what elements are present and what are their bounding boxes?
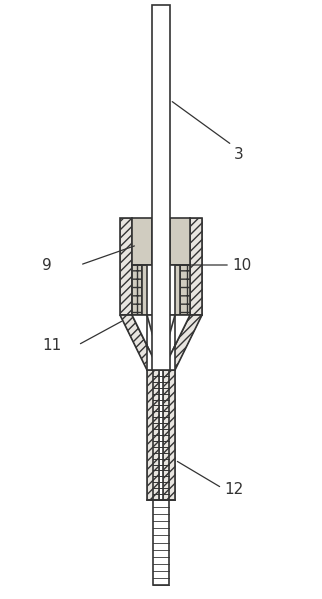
Polygon shape — [120, 315, 159, 370]
Polygon shape — [147, 315, 175, 365]
Polygon shape — [163, 315, 190, 370]
Bar — [132, 265, 142, 315]
Bar — [147, 370, 159, 500]
Bar — [170, 265, 180, 315]
Bar — [142, 265, 152, 315]
Bar — [120, 218, 132, 315]
Bar — [120, 218, 132, 315]
Bar — [152, 5, 170, 370]
Bar — [163, 370, 175, 500]
Bar — [170, 218, 190, 265]
Bar — [132, 265, 142, 315]
Text: 9: 9 — [42, 258, 52, 273]
Polygon shape — [132, 315, 159, 370]
Bar — [147, 265, 175, 315]
Bar — [142, 265, 152, 315]
Bar — [180, 265, 190, 315]
Bar — [170, 218, 190, 265]
Bar — [180, 265, 190, 315]
Text: 10: 10 — [232, 258, 251, 273]
Text: 12: 12 — [224, 482, 243, 497]
Bar — [153, 500, 169, 585]
Bar — [132, 218, 152, 265]
Polygon shape — [163, 315, 202, 370]
Bar — [147, 370, 159, 500]
Bar — [132, 218, 152, 265]
Bar — [170, 265, 180, 315]
Bar — [190, 218, 202, 315]
Text: 11: 11 — [42, 338, 61, 353]
Bar — [190, 218, 202, 315]
Bar — [163, 370, 175, 500]
Text: 3: 3 — [234, 147, 244, 162]
